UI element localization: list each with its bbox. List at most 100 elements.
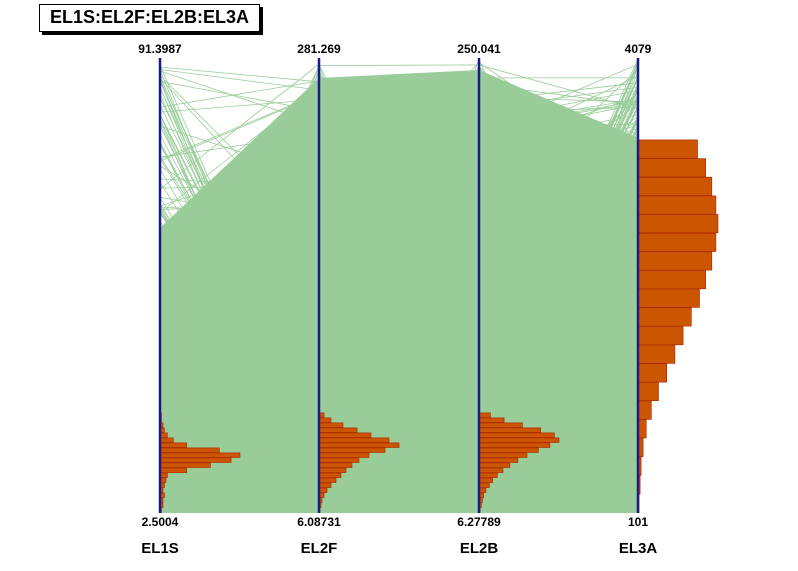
- data-polyline: [159, 90, 639, 459]
- data-polyline: [159, 73, 639, 447]
- data-polyline: [159, 179, 639, 432]
- data-polyline: [159, 82, 639, 451]
- histogram-bar-el1s: [159, 467, 188, 473]
- data-polyline: [159, 98, 639, 464]
- axis-max-label-el3a: 4079: [625, 42, 652, 56]
- data-polyline: [159, 64, 639, 412]
- histogram-bar-el2f: [318, 482, 332, 488]
- data-polyline: [159, 206, 639, 488]
- axis-max-label-el2b: 250.041: [457, 42, 501, 56]
- data-polyline: [159, 124, 639, 451]
- histogram-bar-el2b: [478, 437, 560, 443]
- data-polyline: [159, 84, 639, 454]
- data-polyline: [159, 90, 639, 459]
- histogram-bar-el2b: [478, 477, 493, 483]
- data-polyline: [159, 198, 639, 443]
- data-polyline: [159, 242, 639, 438]
- histogram-bar-el2b: [478, 417, 505, 423]
- data-polyline: [159, 117, 639, 441]
- axis-max-label-el2f: 281.269: [297, 42, 341, 56]
- histogram-bar-el3a: [637, 232, 717, 252]
- histogram-bar-el2f: [318, 442, 400, 448]
- histogram-bar-el2b: [478, 427, 542, 433]
- histogram-bar-el1s: [159, 437, 174, 443]
- histogram-bar-el2f: [318, 462, 353, 468]
- data-polyline: [159, 118, 639, 468]
- data-polyline: [159, 77, 639, 251]
- axis-name-label-el2f: EL2F: [301, 540, 338, 557]
- histogram-bar-el2f: [318, 427, 358, 433]
- data-polyline: [159, 86, 639, 470]
- histogram-bar-el2b: [478, 452, 528, 458]
- histogram-bar-el3a: [637, 176, 713, 196]
- histogram-bar-el3a: [637, 158, 706, 178]
- data-polyline: [159, 83, 639, 189]
- data-polyline: [159, 62, 639, 451]
- axis-min-label-el1s: 2.5004: [142, 515, 179, 529]
- histogram-bar-el2b: [478, 442, 551, 448]
- label-layer: 91.3987 2.5004 EL1S 281.269 6.08731 EL2F 250.0…: [138, 42, 657, 557]
- axis-min-label-el2f: 6.08731: [297, 515, 341, 529]
- data-polyline: [159, 115, 639, 461]
- data-polyline: [159, 430, 639, 474]
- histogram-bar-el3a: [637, 195, 717, 215]
- histogram-bar-el2f: [318, 477, 337, 483]
- chart-title: EL1S:EL2F:EL2B:EL3A: [39, 4, 261, 32]
- data-polyline: [159, 187, 639, 442]
- data-polyline: [159, 69, 639, 255]
- axis-layer: [158, 58, 640, 513]
- data-polyline: [159, 407, 639, 467]
- histogram-bar-el2b: [478, 462, 511, 468]
- histogram-bar-el1s: [159, 452, 241, 458]
- data-polyline: [159, 75, 639, 432]
- histogram-bar-el2b: [478, 412, 491, 418]
- data-polyline: [159, 118, 639, 430]
- data-polyline: [159, 118, 639, 424]
- data-polyline: [159, 80, 639, 467]
- data-polyline: [159, 96, 639, 454]
- data-polyline: [159, 110, 639, 448]
- data-polyline: [159, 87, 639, 491]
- data-polyline: [159, 133, 639, 438]
- data-polyline: [159, 138, 639, 423]
- histogram-bar-el3a: [637, 307, 692, 327]
- data-polyline: [159, 432, 639, 447]
- histogram-bar-el3a: [637, 214, 719, 234]
- axis-min-label-el3a: 101: [628, 515, 648, 529]
- histogram-bar-el1s: [159, 447, 220, 453]
- histogram-bar-el2b: [478, 422, 523, 428]
- histogram-bar-el2f: [318, 472, 342, 478]
- histogram-bar-el3a: [637, 288, 700, 308]
- histogram-bar-el2b: [478, 432, 555, 438]
- histogram-bar-el2b: [478, 457, 519, 463]
- histogram-bar-el2f: [318, 457, 360, 463]
- data-polyline: [159, 243, 639, 464]
- histogram-bar-el2b: [478, 467, 504, 473]
- histogram-bar-el3a: [637, 363, 668, 383]
- histogram-bar-el1s: [159, 457, 232, 463]
- histogram-bar-el3a: [637, 400, 652, 420]
- histogram-bar-el3a: [637, 270, 706, 290]
- histogram-bar-el2b: [478, 472, 498, 478]
- histogram-bar-el3a: [637, 251, 713, 271]
- data-polyline: [159, 75, 639, 433]
- data-polyline: [159, 66, 639, 130]
- data-polyline: [159, 145, 639, 455]
- histogram-bar-el3a: [637, 382, 659, 401]
- histogram-bar-el3a: [637, 139, 698, 159]
- data-polyline: [159, 157, 639, 425]
- axis-name-label-el3a: EL3A: [619, 540, 658, 557]
- data-polyline: [159, 114, 639, 443]
- data-polyline: [159, 69, 639, 462]
- histogram-bar-el2f: [318, 447, 386, 453]
- axis-name-label-el2b: EL2B: [460, 540, 499, 557]
- data-polyline: [159, 211, 639, 472]
- histogram-bar-el2f: [318, 422, 344, 428]
- data-polyline: [159, 226, 639, 449]
- data-polyline: [159, 106, 639, 440]
- histogram-bar-el1s: [159, 462, 211, 468]
- axis-min-label-el2b: 6.27789: [457, 515, 501, 529]
- data-polyline: [159, 406, 639, 459]
- data-polyline: [159, 118, 639, 445]
